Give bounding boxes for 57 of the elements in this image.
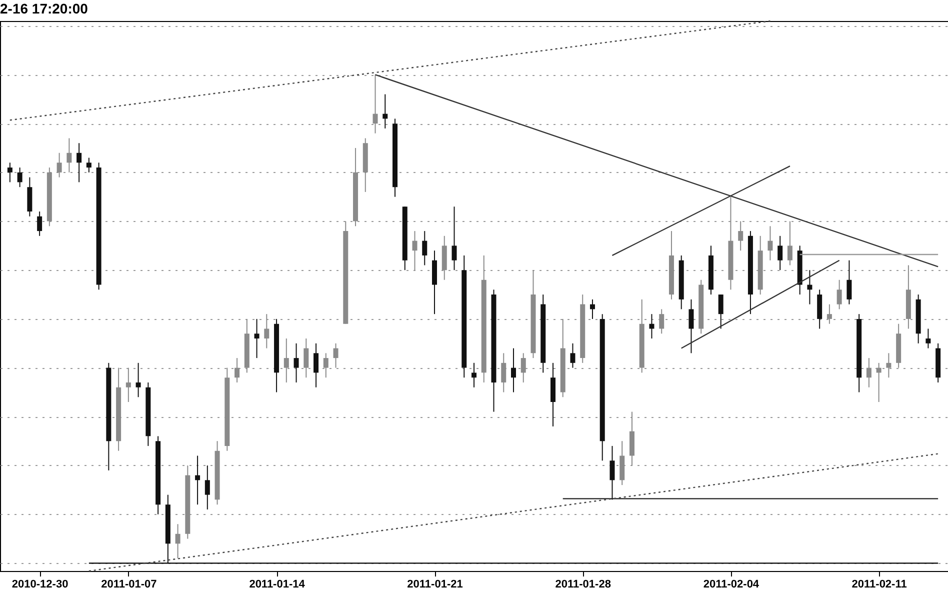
candlestick: [126, 367, 131, 402]
candlestick: [452, 206, 457, 271]
candlestick: [234, 358, 240, 383]
candlestick: [204, 464, 210, 510]
candlestick: [175, 524, 180, 559]
candlestick: [382, 94, 388, 129]
candlestick: [284, 338, 289, 383]
candlestick: [836, 279, 842, 310]
x-tick-label: 2011-02-04: [703, 578, 760, 590]
candlestick: [195, 455, 200, 506]
candlestick: [570, 342, 576, 368]
candlestick: [333, 342, 338, 368]
x-tick-label: 2011-02-11: [852, 578, 907, 590]
candlestick: [886, 352, 892, 378]
candlestick: [807, 270, 812, 305]
candlestick: [314, 342, 319, 388]
candlestick: [846, 260, 852, 305]
candlestick: [926, 328, 931, 349]
candlestick: [294, 342, 299, 383]
x-tick-label: 2011-01-07: [101, 578, 157, 590]
candlestick: [76, 142, 82, 183]
candlestick: [768, 226, 773, 261]
x-tick-label: 2011-01-14: [249, 578, 306, 590]
candlestick: [520, 352, 526, 383]
candlestick: [659, 308, 664, 334]
candlestick: [787, 220, 792, 266]
candlestick: [7, 162, 12, 183]
candlestick: [718, 294, 724, 330]
candlestick: [649, 314, 654, 339]
x-tick-label: 2010-12-30: [12, 578, 68, 590]
candlestick: [17, 167, 22, 188]
candlestick: [56, 152, 62, 178]
candlestick: [610, 445, 615, 500]
candlestick: [510, 348, 516, 393]
candlestick: [323, 352, 328, 378]
x-tick-label: 2011-01-28: [555, 578, 611, 590]
candlestick: [86, 157, 92, 173]
candlestick: [422, 230, 428, 266]
candlestick: [254, 318, 260, 359]
candlestick: [501, 352, 506, 393]
candlestick: [826, 304, 832, 324]
candlestick: [590, 298, 595, 320]
candlestick: [688, 298, 694, 354]
candlestick: [304, 338, 309, 378]
candlestick: [866, 358, 872, 388]
candlestick: [738, 220, 744, 252]
candlestick: [37, 210, 42, 236]
candlestick: [66, 138, 72, 173]
candlestick: [778, 235, 783, 271]
candlestick: [372, 74, 378, 134]
candlestick: [264, 314, 270, 349]
chart-title: 2-16 17:20:00: [0, 0, 88, 16]
candlestick: [472, 362, 476, 388]
x-tick-label: 2011-01-21: [407, 578, 463, 590]
candlestick: [876, 362, 882, 402]
candlestick: [412, 230, 418, 271]
candlestick: [136, 362, 141, 398]
